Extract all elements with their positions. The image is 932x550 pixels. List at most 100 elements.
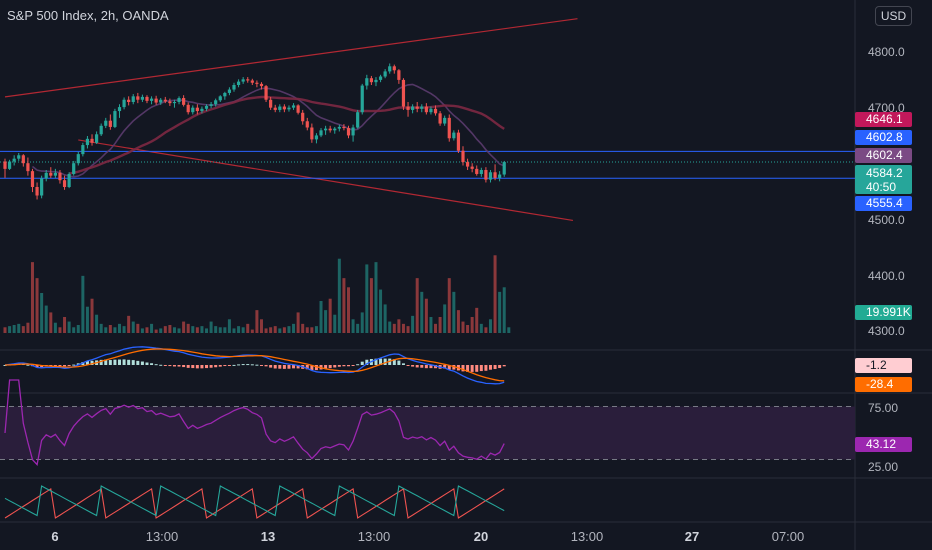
time-tick: 13:00 xyxy=(357,529,391,544)
macd-histogram-bar xyxy=(154,364,158,366)
macd-histogram-bar xyxy=(292,365,296,369)
macd-histogram-bar xyxy=(145,362,149,365)
macd-histogram-bar xyxy=(76,363,80,365)
signal-line xyxy=(4,348,505,382)
candle-body xyxy=(433,108,438,114)
volume-bar xyxy=(63,317,67,333)
oscillator-green-line xyxy=(4,485,505,517)
macd-histogram-bar xyxy=(479,365,483,372)
macd-indicator xyxy=(3,346,506,385)
macd-histogram-bar xyxy=(118,359,121,365)
macd-histogram-bar xyxy=(122,359,126,365)
candle-body xyxy=(388,66,392,72)
price-tick: 4500.0 xyxy=(868,213,905,227)
volume-bar xyxy=(415,278,419,333)
volume-bar xyxy=(136,323,140,333)
macd-histogram-bar xyxy=(205,365,209,369)
candle-body xyxy=(406,106,410,110)
macd-histogram-bar xyxy=(314,365,318,371)
macd-histogram-bar xyxy=(296,365,300,369)
volume-bar xyxy=(324,310,328,333)
volume-bar xyxy=(95,314,99,333)
macd-histogram-bar xyxy=(177,365,181,367)
macd-histogram-bar xyxy=(53,365,57,366)
volume-bar xyxy=(498,291,502,333)
macd-histogram-bar xyxy=(136,360,140,365)
volume-bar xyxy=(356,323,360,333)
candle-body xyxy=(136,96,140,100)
drawing-lines xyxy=(0,18,855,222)
volume-bar xyxy=(319,301,323,333)
lower-trendline xyxy=(78,139,574,222)
upper-trendline xyxy=(4,18,578,98)
volume-bar xyxy=(369,278,373,333)
volume-bar xyxy=(365,264,369,333)
candlestick-series xyxy=(3,63,506,200)
macd-histogram-bar xyxy=(108,360,112,365)
volume-bar xyxy=(195,327,199,333)
volume-bar xyxy=(209,321,213,333)
volume-bar xyxy=(140,328,144,333)
volume-bar xyxy=(305,327,309,333)
last-price-badge: 4584.2 40:50 xyxy=(855,165,912,194)
candle-body xyxy=(154,98,158,103)
candle-body xyxy=(53,172,57,176)
macd-histogram-bar xyxy=(104,359,108,365)
candle-body xyxy=(429,108,433,113)
macd-histogram-badge: -1.2 xyxy=(855,358,912,373)
candle-body xyxy=(360,85,364,113)
candle-body xyxy=(186,104,190,113)
candle-body xyxy=(282,106,286,110)
price-tick: 4700.0 xyxy=(868,101,905,115)
candle-body xyxy=(117,107,122,112)
candle-body xyxy=(35,187,39,196)
volume-bar xyxy=(127,315,131,333)
rsi-lower-tick: 25.00 xyxy=(868,460,899,474)
candle-body xyxy=(204,105,209,109)
candle-body xyxy=(195,107,199,112)
price-tick: 4400.0 xyxy=(868,269,905,283)
candle-body xyxy=(113,111,117,127)
volume-bar xyxy=(186,323,190,333)
volume-bar xyxy=(273,326,277,333)
candle-body xyxy=(81,145,85,155)
volume-bar xyxy=(53,322,57,333)
candle-body xyxy=(108,120,112,127)
candle-body xyxy=(351,127,355,136)
candle-body xyxy=(163,99,167,102)
macd-histogram-bar xyxy=(443,365,447,369)
macd-histogram-bar xyxy=(379,358,383,365)
volume-bar xyxy=(374,262,378,333)
macd-histogram-bar xyxy=(269,365,273,368)
volume-bar xyxy=(397,319,401,333)
volume-bar xyxy=(388,321,392,333)
macd-histogram-bar xyxy=(411,365,415,367)
volume-bar xyxy=(218,327,222,333)
macd-histogram-bar xyxy=(172,365,176,367)
macd-histogram-bar xyxy=(264,365,268,367)
macd-histogram-bar xyxy=(333,365,337,368)
candle-body xyxy=(346,128,351,136)
candle-body xyxy=(236,81,241,85)
candle-body xyxy=(49,172,53,176)
macd-histogram-bar xyxy=(360,361,364,365)
volume-bar xyxy=(182,321,186,333)
currency-button[interactable]: USD xyxy=(875,6,912,26)
volume-bar xyxy=(292,323,296,333)
candle-body xyxy=(3,161,7,169)
macd-histogram-bar xyxy=(420,365,424,368)
candle-body xyxy=(241,79,245,82)
symbol-title[interactable]: S&P 500 Index, 2h, OANDA xyxy=(7,8,169,23)
volume-bar xyxy=(108,325,112,333)
candle-body xyxy=(104,120,108,126)
candle-body xyxy=(328,128,332,131)
volume-bar xyxy=(99,323,103,333)
macd-histogram-bar xyxy=(328,365,332,369)
candle-body xyxy=(122,99,126,108)
volume-bar xyxy=(392,323,396,333)
volume-bars xyxy=(3,255,511,333)
time-tick: 27 xyxy=(684,529,700,544)
volume-bar xyxy=(81,275,85,333)
candle-body xyxy=(291,105,296,108)
